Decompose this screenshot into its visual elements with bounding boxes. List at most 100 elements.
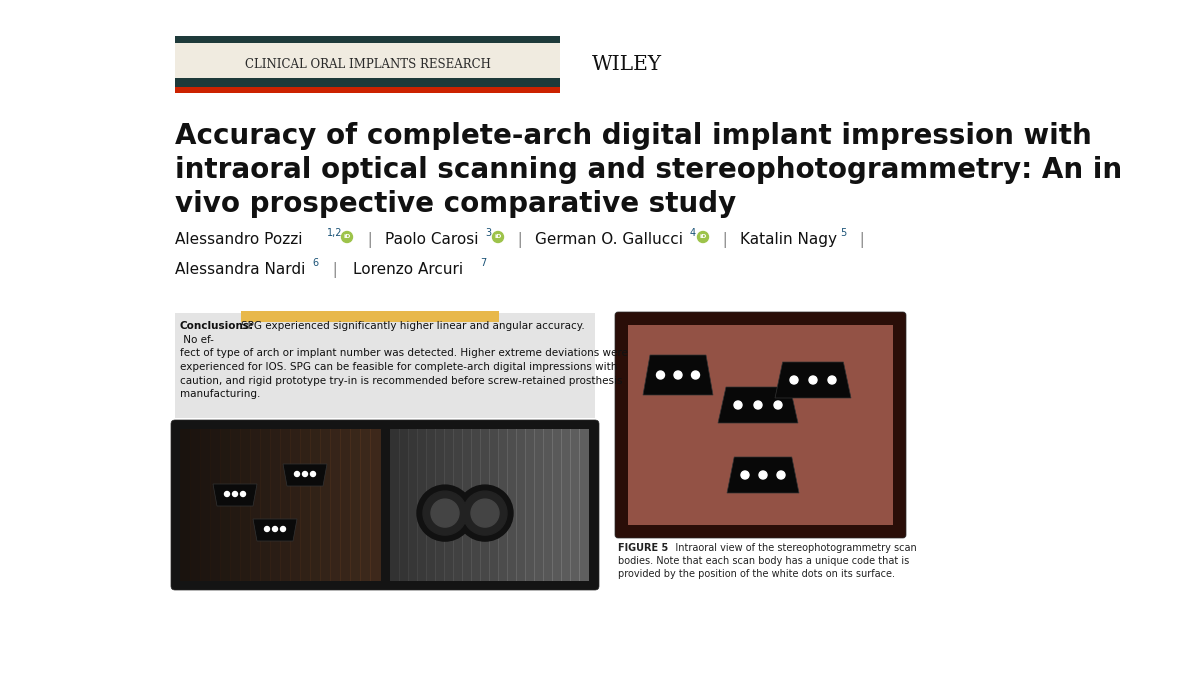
Circle shape [774, 401, 782, 409]
Polygon shape [775, 362, 851, 398]
Bar [175, 313, 595, 418]
Text: Intraoral view of the stereophotogrammetry scan: Intraoral view of the stereophotogrammet… [666, 543, 917, 553]
Polygon shape [628, 325, 893, 525]
Text: 3: 3 [485, 228, 491, 238]
Text: vivo prospective comparative study: vivo prospective comparative study [175, 190, 737, 218]
Polygon shape [283, 464, 326, 486]
Bar [230, 429, 241, 581]
Circle shape [674, 371, 682, 379]
Polygon shape [643, 355, 713, 395]
Bar [398, 429, 409, 581]
Text: Alessandro Pozzi: Alessandro Pozzi [175, 232, 302, 247]
Circle shape [294, 472, 300, 477]
Bar [240, 429, 251, 581]
Text: 4: 4 [690, 228, 696, 238]
Circle shape [424, 491, 467, 535]
Circle shape [734, 401, 742, 409]
Text: |: | [323, 262, 348, 278]
Bar [350, 429, 361, 581]
Circle shape [760, 471, 767, 479]
Text: CLINICAL ORAL IMPLANTS RESEARCH: CLINICAL ORAL IMPLANTS RESEARCH [245, 59, 491, 72]
Circle shape [264, 526, 270, 531]
Circle shape [809, 376, 817, 384]
Circle shape [240, 491, 246, 497]
Text: Conclusions:: Conclusions: [180, 321, 254, 331]
FancyBboxPatch shape [616, 312, 906, 538]
Circle shape [742, 471, 749, 479]
Circle shape [790, 376, 798, 384]
Circle shape [233, 491, 238, 497]
Bar [241, 311, 499, 322]
Circle shape [431, 499, 458, 527]
Text: |: | [713, 232, 738, 248]
Circle shape [272, 526, 277, 531]
Text: Alessandra Nardi: Alessandra Nardi [175, 262, 305, 277]
Text: Accuracy of complete-arch digital implant impression with: Accuracy of complete-arch digital implan… [175, 122, 1092, 150]
Text: 5: 5 [840, 228, 846, 238]
Text: Paolo Carosi: Paolo Carosi [385, 232, 479, 247]
Text: intraoral optical scanning and stereophotogrammetry: An in: intraoral optical scanning and stereopho… [175, 156, 1122, 184]
Bar [320, 429, 331, 581]
Bar [580, 429, 589, 581]
Circle shape [828, 376, 836, 384]
FancyBboxPatch shape [172, 420, 599, 590]
Text: iD: iD [494, 234, 502, 240]
Bar [508, 429, 517, 581]
Text: No ef-: No ef- [180, 335, 214, 345]
Bar [300, 429, 311, 581]
Text: experienced for IOS. SPG can be feasible for complete-arch digital impressions w: experienced for IOS. SPG can be feasible… [180, 362, 617, 372]
Polygon shape [253, 519, 298, 541]
Text: Katalin Nagy: Katalin Nagy [740, 232, 838, 247]
Bar [542, 429, 553, 581]
Circle shape [281, 526, 286, 531]
Bar [250, 429, 262, 581]
Bar [220, 429, 230, 581]
Text: German O. Gallucci: German O. Gallucci [535, 232, 683, 247]
Text: iD: iD [700, 234, 707, 240]
Bar [270, 429, 281, 581]
Text: 7: 7 [480, 258, 486, 268]
Bar [360, 429, 371, 581]
Text: |: | [358, 232, 383, 248]
Bar [175, 40, 560, 92]
Bar [552, 429, 562, 581]
Bar [260, 429, 271, 581]
Text: |: | [850, 232, 865, 248]
Circle shape [342, 232, 353, 242]
Text: bodies. Note that each scan body has a unique code that is: bodies. Note that each scan body has a u… [618, 556, 910, 566]
Bar [444, 429, 454, 581]
Bar [330, 429, 341, 581]
Circle shape [302, 472, 307, 477]
Bar [562, 429, 571, 581]
Circle shape [691, 371, 700, 379]
Text: Lorenzo Arcuri: Lorenzo Arcuri [353, 262, 463, 277]
Text: FIGURE 5: FIGURE 5 [618, 543, 668, 553]
Text: iD: iD [343, 234, 350, 240]
Polygon shape [718, 387, 798, 423]
Bar [175, 36, 560, 43]
Text: fect of type of arch or implant number was detected. Higher extreme deviations w: fect of type of arch or implant number w… [180, 348, 628, 358]
Circle shape [224, 491, 229, 497]
Circle shape [418, 485, 473, 541]
Bar [190, 429, 202, 581]
Bar [340, 429, 352, 581]
Bar [210, 429, 221, 581]
Circle shape [311, 472, 316, 477]
Text: SPG experienced significantly higher linear and angular accuracy.: SPG experienced significantly higher lin… [241, 321, 584, 331]
Circle shape [463, 491, 508, 535]
Text: |: | [508, 232, 533, 248]
Circle shape [470, 499, 499, 527]
Bar [436, 429, 445, 581]
Circle shape [656, 371, 665, 379]
Bar [370, 429, 382, 581]
Bar [408, 429, 418, 581]
Circle shape [492, 232, 504, 242]
Bar [180, 429, 191, 581]
Bar [418, 429, 427, 581]
Bar [175, 87, 560, 93]
Text: 1,2: 1,2 [326, 228, 342, 238]
Circle shape [697, 232, 708, 242]
Bar [470, 429, 481, 581]
Circle shape [778, 471, 785, 479]
Bar [310, 429, 322, 581]
